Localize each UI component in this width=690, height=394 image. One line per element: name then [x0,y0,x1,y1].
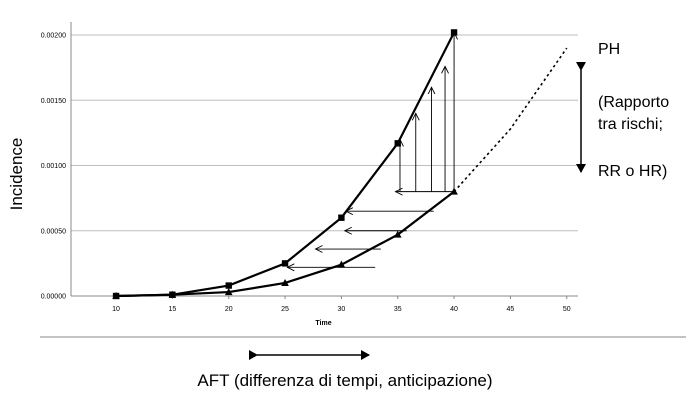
x-tick-label: 25 [281,306,289,313]
y-axis-title: Incidence [7,138,26,211]
aft-caption: AFT (differenza di tempi, anticipazione) [197,371,493,390]
square-marker [281,260,289,267]
annotation-graphics [40,62,686,360]
y-tick-label: 0.00100 [41,163,66,170]
x-tick-label: 35 [394,306,402,313]
triangle-marker [337,260,346,268]
ph-line-2: (Rapporto [598,94,670,111]
square-marker [450,29,458,36]
ph-line-4: RR o HR) [598,163,668,180]
x-tick-label: 40 [450,306,458,313]
x-axis-title: Time [315,320,331,327]
triangle-marker [112,292,120,299]
y-tick-label: 0.00200 [41,33,66,40]
x-tick-label: 15 [169,306,177,313]
ph-label: PH [598,41,621,58]
triangle-marker [281,278,289,286]
gridlines [71,34,578,297]
dotted-extension-line [453,47,568,193]
series-line-square [116,31,456,298]
x-tick-label: 30 [338,306,346,313]
x-tick-label: 50 [563,306,571,313]
x-tick-label: 45 [507,306,515,313]
plot-area [112,29,568,300]
triangle-marker [393,230,402,238]
square-marker [394,140,401,147]
x-tick-label: 20 [225,306,233,313]
triangle-marker [450,187,458,195]
ph-line-3: tra rischi; [598,116,663,133]
y-tick-label: 0.00150 [41,98,66,105]
axes: 0.00000 0.00050 0.00100 0.00150 0.00200 10 15 2… [7,22,578,327]
square-marker [225,282,232,289]
triangle-marker [168,290,177,298]
triangle-marker [224,288,233,296]
y-tick-label: 0.00000 [41,294,66,301]
x-tick-label: 10 [112,306,120,313]
square-marker [338,214,345,221]
y-tick-label: 0.00050 [41,228,66,235]
